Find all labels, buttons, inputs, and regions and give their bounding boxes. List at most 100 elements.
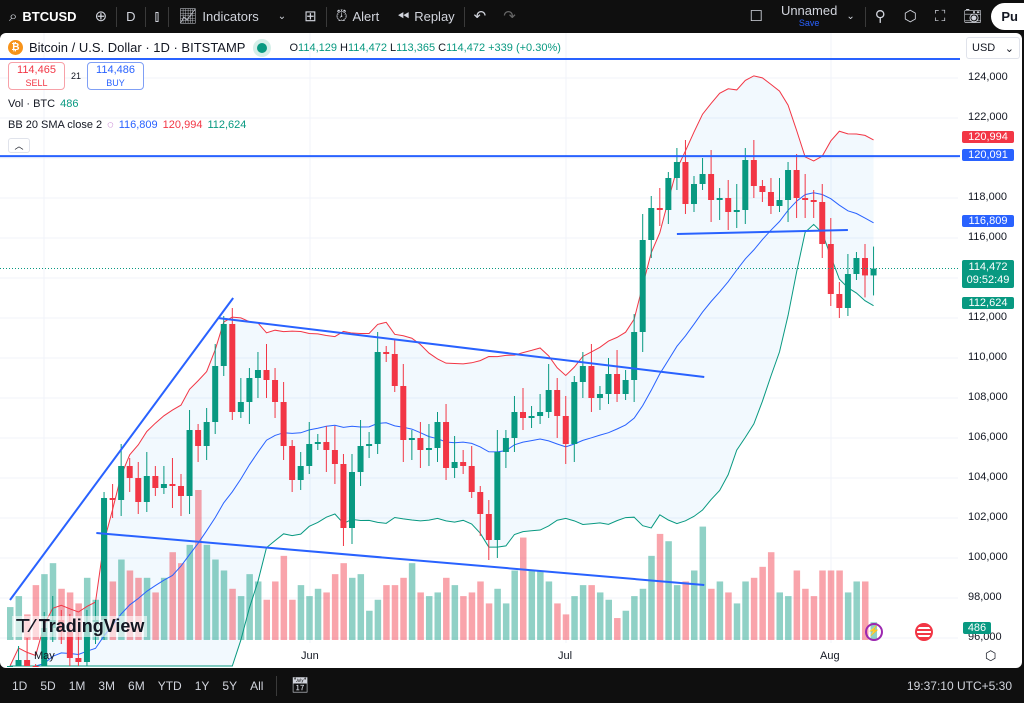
fullscreen-icon[interactable]: ⛶: [934, 7, 946, 25]
range-all[interactable]: All: [250, 678, 264, 693]
range-5d[interactable]: 5D: [40, 678, 56, 693]
volume-bar: [135, 577, 142, 640]
volume-bar: [451, 585, 459, 640]
add-symbol-icon[interactable]: ⊕: [94, 7, 108, 25]
volume-bar: [254, 581, 262, 640]
quick-search-icon[interactable]: ⚲: [874, 7, 886, 25]
news-flash-icon[interactable]: ⚡: [865, 623, 883, 641]
candle-body: [101, 498, 108, 620]
candle-body: [545, 390, 552, 412]
interval-button[interactable]: D: [126, 9, 136, 24]
price-chart[interactable]: [0, 33, 1022, 668]
volume-bar: [733, 603, 741, 640]
trade-buttons: 114,465 SELL 21 114,486 BUY: [8, 62, 145, 90]
volume-bar: [195, 490, 202, 640]
publish-button[interactable]: Pu: [991, 3, 1024, 30]
economic-events-icon[interactable]: [915, 623, 933, 641]
candle-body: [408, 438, 415, 440]
candle-body: [357, 446, 364, 472]
volume-bar: [160, 577, 168, 640]
volume-bar: [562, 614, 570, 640]
candle-body: [417, 438, 424, 450]
buy-button[interactable]: 114,486 BUY: [87, 62, 145, 90]
bb-upper-label: 120,994: [962, 131, 1014, 143]
candle-body: [246, 378, 253, 402]
volume-bar: [443, 577, 450, 640]
candle-body: [178, 486, 184, 496]
candle-body: [785, 170, 792, 200]
range-3m[interactable]: 3M: [98, 678, 116, 693]
settings-icon[interactable]: ⬡: [903, 7, 917, 25]
volume-bar: [237, 596, 245, 640]
time-tick: Aug: [820, 650, 840, 662]
candle-body: [853, 258, 860, 274]
volume-bar: [614, 618, 621, 640]
candle-body: [24, 660, 31, 666]
volume-bar: [699, 526, 707, 640]
bb-basis-line: [10, 192, 874, 667]
alert-button[interactable]: ⏰︎ Alert: [335, 7, 380, 25]
volume-bar: [528, 570, 536, 640]
volume-bar: [83, 577, 91, 640]
candle-body: [665, 178, 672, 210]
price-tick: 108,000: [968, 391, 1008, 403]
candle-body: [434, 422, 441, 448]
layouts-icon[interactable]: ⊞: [304, 7, 317, 25]
bb-legend[interactable]: BB 20 SMA close 2 ◌ 116,809 120,994 112,624: [8, 119, 247, 131]
candle-body: [827, 244, 834, 294]
volume-bar: [665, 541, 672, 640]
collapse-legend-button[interactable]: ︿: [8, 138, 30, 153]
redo-icon[interactable]: ↷: [503, 7, 516, 25]
time-tick: Jul: [558, 650, 573, 662]
candle-body: [742, 160, 749, 210]
candle-body: [391, 354, 398, 386]
volume-bar: [596, 592, 604, 640]
volume-bar: [605, 599, 612, 640]
candle-body: [254, 370, 261, 378]
candle-body: [186, 430, 193, 496]
candle-body: [528, 416, 535, 418]
camera-icon[interactable]: 📷︎: [963, 7, 983, 25]
layout-square-icon[interactable]: ☐: [749, 7, 763, 25]
volume-bar: [656, 533, 664, 640]
bb-upper-line: [9, 75, 874, 667]
sell-button[interactable]: 114,465 SELL: [8, 62, 65, 90]
candles-icon[interactable]: ⫾: [154, 7, 160, 25]
trend-line: [9, 297, 234, 601]
range-1m[interactable]: 1M: [68, 678, 86, 693]
symbol-search[interactable]: ⌕ BTCUSD: [9, 7, 77, 25]
bitcoin-icon: ₿: [8, 40, 23, 55]
candle-body: [280, 402, 287, 446]
tradingview-logo[interactable]: ⊤⁄ TradingView: [12, 616, 148, 637]
range-6m[interactable]: 6M: [128, 678, 145, 693]
currency-select[interactable]: USD ⌄: [966, 37, 1020, 59]
volume-bar: [802, 588, 809, 640]
range-5y[interactable]: 5Y: [222, 678, 238, 693]
volume-bar: [434, 592, 441, 640]
range-1y[interactable]: 1Y: [194, 678, 210, 693]
chart-settings-icon[interactable]: ⬡: [985, 648, 997, 663]
chevron-down-icon[interactable]: ⌄: [846, 10, 855, 22]
volume-bar: [588, 585, 595, 640]
tv-logo-icon: ⊤⁄: [15, 616, 39, 636]
layout-name-button[interactable]: Unnamed Save: [780, 2, 838, 28]
range-1d[interactable]: 1D: [12, 678, 28, 693]
candle-body: [41, 628, 48, 666]
candle-body: [331, 450, 338, 464]
volume-bar: [391, 585, 399, 640]
undo-icon[interactable]: ↶: [473, 7, 487, 25]
symbol-legend: ₿ Bitcoin / U.S. Dollar · 1D · BITSTAMP …: [8, 40, 561, 55]
volume-bar: [502, 603, 510, 640]
candle-body: [306, 444, 313, 466]
indicators-button[interactable]: 📈︎ Indicators ⌄: [178, 7, 287, 25]
goto-date-icon[interactable]: 📅︎: [290, 676, 310, 694]
replay-button[interactable]: ⏪︎ Replay: [397, 7, 455, 25]
candle-body: [126, 466, 133, 478]
volume-bar: [793, 570, 801, 640]
chart-pane[interactable]: ₿ Bitcoin / U.S. Dollar · 1D · BITSTAMP …: [0, 33, 1022, 668]
volume-bar: [511, 570, 518, 640]
volume-bar: [118, 559, 125, 640]
volume-bar: [41, 574, 48, 640]
volume-legend[interactable]: Vol · BTC 486: [8, 98, 79, 110]
range-ytd[interactable]: YTD: [157, 678, 182, 693]
